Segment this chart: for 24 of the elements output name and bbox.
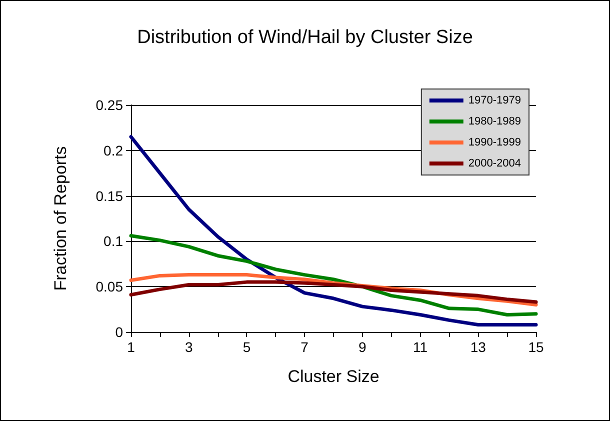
y-axis-title: Fraction of Reports bbox=[51, 146, 70, 291]
legend-label: 2000-2004 bbox=[468, 158, 522, 170]
legend-label: 1970-1979 bbox=[468, 94, 522, 106]
x-tick-label: 9 bbox=[358, 339, 367, 355]
line-series bbox=[129, 135, 538, 326]
y-tick-label: 0.1 bbox=[104, 233, 124, 250]
x-tick-label: 1 bbox=[127, 339, 136, 355]
chart-title: Distribution of Wind/Hail by Cluster Size bbox=[137, 27, 473, 48]
y-tick-label: 0.15 bbox=[96, 188, 124, 204]
x-tick-label: 13 bbox=[470, 339, 486, 355]
y-tick-label: 0.2 bbox=[104, 142, 124, 158]
line-series bbox=[129, 234, 538, 316]
x-tick-label: 7 bbox=[300, 339, 309, 355]
line-series bbox=[129, 280, 538, 304]
legend-label: 1980-1989 bbox=[468, 116, 522, 128]
x-tick-label: 15 bbox=[528, 339, 544, 355]
x-tick-label: 11 bbox=[413, 339, 428, 355]
x-tick-label: 3 bbox=[184, 339, 193, 355]
y-tick-label: 0.05 bbox=[96, 278, 124, 295]
y-tick-label: 0.25 bbox=[96, 97, 124, 113]
x-tick-label: 5 bbox=[242, 339, 251, 355]
legend-label: 1990-1999 bbox=[468, 136, 522, 148]
y-tick-label: 0 bbox=[115, 324, 124, 340]
x-axis-title: Cluster Size bbox=[288, 367, 380, 386]
